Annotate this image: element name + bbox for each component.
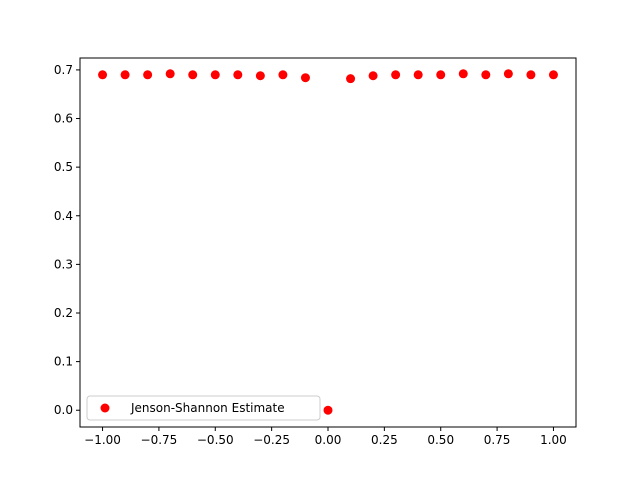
data-point	[548, 70, 558, 80]
x-tick-label: −0.50	[197, 433, 234, 447]
y-tick-label: 0.6	[54, 112, 73, 126]
data-point	[503, 69, 513, 79]
data-point	[165, 69, 175, 79]
x-tick-label: −0.25	[253, 433, 290, 447]
data-point	[188, 70, 198, 80]
y-tick-label: 0.4	[54, 209, 73, 223]
y-tick-label: 0.3	[54, 257, 73, 271]
y-tick-label: 0.0	[54, 403, 73, 417]
y-tick-label: 0.1	[54, 355, 73, 369]
data-point	[391, 70, 401, 80]
x-tick-label: −1.00	[84, 433, 121, 447]
y-tick-label: 0.5	[54, 160, 73, 174]
x-tick-label: −0.75	[141, 433, 178, 447]
legend-box	[86, 395, 321, 421]
legend-label: Jenson-Shannon Estimate	[130, 401, 285, 415]
y-axis-ticks: 0.0 0.1 0.2 0.3 0.4 0.5 0.6 0.7	[54, 63, 80, 417]
data-point	[255, 71, 265, 81]
data-point	[300, 73, 310, 83]
y-tick-label: 0.2	[54, 306, 73, 320]
data-point	[120, 70, 130, 80]
data-point	[368, 71, 378, 81]
data-point	[526, 70, 536, 80]
data-points	[98, 69, 558, 415]
data-point	[436, 70, 446, 80]
data-point	[413, 70, 423, 80]
data-point	[278, 70, 288, 80]
data-point	[98, 70, 108, 80]
data-point	[481, 70, 491, 80]
data-point	[323, 405, 333, 415]
x-tick-label: 0.25	[371, 433, 398, 447]
data-point	[346, 74, 356, 84]
y-tick-label: 0.7	[54, 63, 73, 77]
legend-marker	[100, 403, 110, 413]
x-tick-label: 0.75	[484, 433, 511, 447]
axes-frame	[79, 57, 577, 428]
data-point	[458, 69, 468, 79]
legend: Jenson-Shannon Estimate	[86, 395, 321, 421]
x-axis-ticks: −1.00 −0.75 −0.50 −0.25 0.00 0.25 0.50 0.75 1.00	[84, 427, 567, 447]
data-point	[233, 70, 243, 80]
data-point	[143, 70, 153, 80]
x-tick-label: 0.50	[427, 433, 454, 447]
x-tick-label: 0.00	[315, 433, 342, 447]
data-point	[210, 70, 220, 80]
x-tick-label: 1.00	[540, 433, 567, 447]
